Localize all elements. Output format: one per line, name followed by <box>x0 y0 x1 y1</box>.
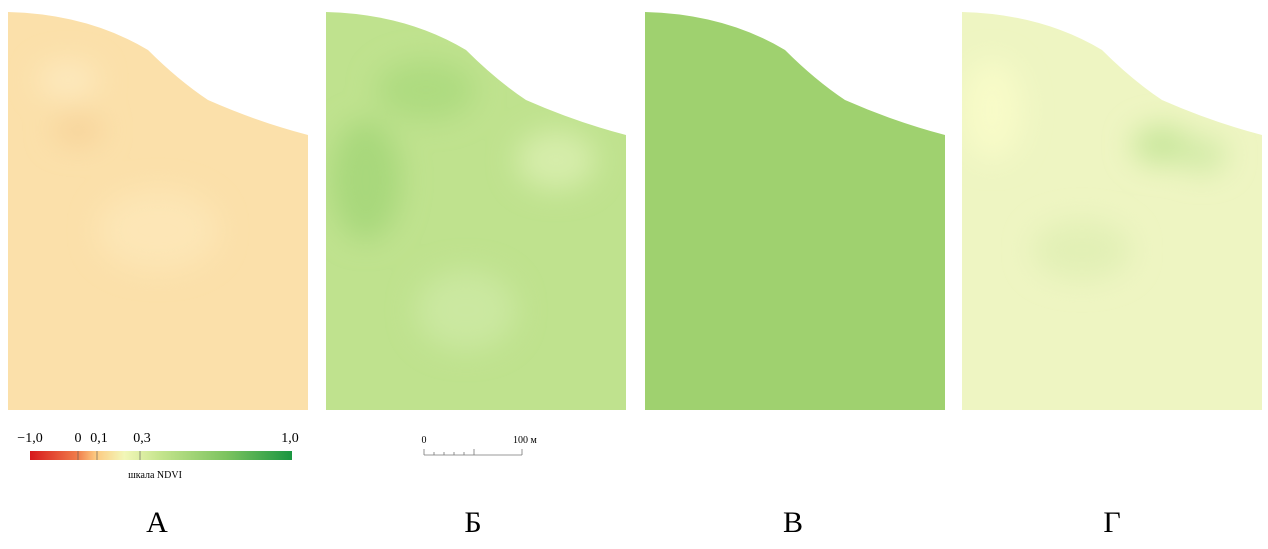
legend-tick-label: 0 <box>75 431 82 446</box>
panel-label: В <box>783 506 803 539</box>
legend-tick-label: 0,1 <box>90 431 108 446</box>
figure: −1,0 0 0,1 0,3 1,0 шкала NDVI 0 100 м А … <box>0 0 1268 549</box>
color-bar <box>30 451 292 460</box>
panel-label: Б <box>464 506 481 539</box>
legend-tick-label: 0,3 <box>133 431 151 446</box>
scale-end: 100 м <box>513 435 538 446</box>
panel-label: Г <box>1103 506 1120 539</box>
scale-bar <box>424 449 522 455</box>
map-a <box>8 12 308 410</box>
legend-tick-label: −1,0 <box>17 431 42 446</box>
map-c <box>645 12 945 410</box>
legend-title: шкала NDVI <box>128 470 182 481</box>
scale-start: 0 <box>422 435 427 446</box>
map-d <box>962 12 1262 410</box>
map-b <box>326 12 626 410</box>
panel-label: А <box>146 506 168 539</box>
legend-tick-label: 1,0 <box>281 431 299 446</box>
legend: −1,0 0 0,1 0,3 1,0 шкала NDVI <box>17 431 298 481</box>
